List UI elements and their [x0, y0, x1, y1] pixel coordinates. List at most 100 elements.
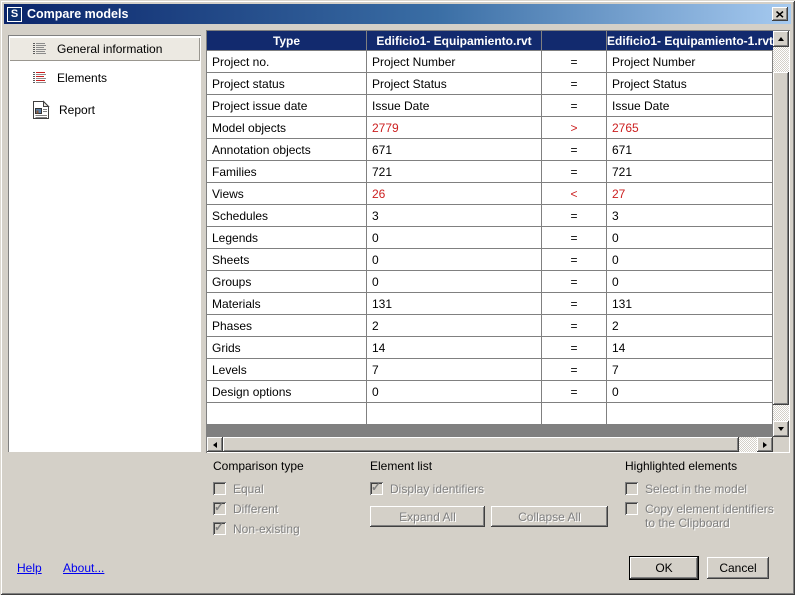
arrow-left-icon — [213, 441, 217, 448]
table-row[interactable]: Materials 131 = 131 — [207, 293, 773, 315]
checkbox-select-in-the-model[interactable]: ✓ — [625, 482, 638, 495]
comparison-type-checkboxes: ✓ Equal ✓ Different ✓ Non-existing — [213, 482, 363, 536]
comparison-type-label: Comparison type — [213, 459, 304, 473]
close-button[interactable] — [772, 7, 788, 21]
checkbox-row: ✓ Non-existing — [213, 520, 363, 536]
table-row[interactable]: Groups 0 = 0 — [207, 271, 773, 293]
table-row[interactable]: Design options 0 = 0 — [207, 381, 773, 403]
list-icon — [32, 41, 48, 57]
comparison-type-group: Comparison type ✓ Equal ✓ Different ✓ Non-exi… — [213, 459, 363, 542]
table-row[interactable] — [207, 403, 773, 425]
cell-comparison: > — [542, 117, 607, 139]
column-header: Edificio1- Equipamiento.rvt — [367, 31, 542, 50]
cell-type: Design options — [207, 381, 367, 403]
cell-comparison — [542, 403, 607, 425]
checkbox-label: Different — [233, 502, 279, 516]
cell-right-value: Project Number — [607, 51, 773, 73]
cell-type: Phases — [207, 315, 367, 337]
cell-type: Levels — [207, 359, 367, 381]
cell-comparison: = — [542, 271, 607, 293]
table-row[interactable]: Views 26 <27 — [207, 183, 773, 205]
table-row[interactable]: Project issue date Issue Date = Issue Date — [207, 95, 773, 117]
scroll-right-button[interactable] — [757, 437, 773, 452]
cell-left-value: Project Number — [367, 51, 542, 73]
about-link[interactable]: About... — [63, 561, 105, 575]
cell-right-value: 0 — [607, 249, 773, 271]
table-row[interactable]: Model objects 2779 >2765 — [207, 117, 773, 139]
table-row[interactable]: Levels 7 = 7 — [207, 359, 773, 381]
cell-left-value: 0 — [367, 381, 542, 403]
scrollbar-corner — [773, 437, 789, 452]
cell-left-value: 3 — [367, 205, 542, 227]
checkbox-label: Non-existing — [233, 522, 300, 536]
sidebar: General information Elements Report — [8, 35, 201, 452]
table-row[interactable]: Sheets 0 = 0 — [207, 249, 773, 271]
cancel-button[interactable]: Cancel — [707, 557, 769, 579]
cell-type: Grids — [207, 337, 367, 359]
checkbox-copy-element-identifiers-to-th[interactable]: ✓ — [625, 502, 638, 515]
report-icon — [32, 100, 50, 120]
cell-left-value: 131 — [367, 293, 542, 315]
cell-type: Schedules — [207, 205, 367, 227]
table-row[interactable]: Project status Project Status = Project Sta… — [207, 73, 773, 95]
cell-comparison: = — [542, 249, 607, 271]
scroll-up-button[interactable] — [773, 31, 789, 47]
cell-type: Annotation objects — [207, 139, 367, 161]
arrow-right-icon — [763, 441, 767, 448]
cell-right-value: Issue Date — [607, 95, 773, 117]
sidebar-item-general-information[interactable]: General information — [9, 37, 200, 61]
vertical-scroll-thumb[interactable] — [773, 72, 789, 405]
cell-comparison: = — [542, 73, 607, 95]
checkbox-non-existing[interactable]: ✓ — [213, 520, 226, 535]
cell-right-value: 0 — [607, 227, 773, 249]
list-red-icon — [32, 70, 48, 86]
cell-left-value — [367, 403, 542, 425]
checkbox-different[interactable]: ✓ — [213, 500, 226, 515]
cell-right-value: 27 — [607, 183, 773, 205]
cell-comparison: = — [542, 359, 607, 381]
list-red-icon — [33, 72, 46, 83]
cell-comparison: = — [542, 95, 607, 117]
checkbox-equal[interactable]: ✓ — [213, 482, 226, 495]
cell-type: Groups — [207, 271, 367, 293]
column-header — [542, 31, 607, 50]
horizontal-scrollbar[interactable] — [207, 437, 773, 452]
sidebar-item-report[interactable]: Report — [8, 94, 201, 126]
table-row[interactable]: Schedules 3 = 3 — [207, 205, 773, 227]
table-row[interactable]: Project no. Project Number = Project Number — [207, 51, 773, 73]
ok-button-frame: OK — [629, 556, 699, 580]
table-row[interactable]: Phases 2 = 2 — [207, 315, 773, 337]
sidebar-item-label: Report — [59, 103, 96, 117]
cell-comparison: = — [542, 315, 607, 337]
table-header-row: Type Edificio1- Equipamiento.rvt Edificio1… — [207, 31, 773, 51]
table-body: Project no. Project Number = Project Number… — [207, 51, 773, 425]
cell-comparison: = — [542, 227, 607, 249]
cell-type: Materials — [207, 293, 367, 315]
cell-left-value: 26 — [367, 183, 542, 205]
cell-comparison: = — [542, 139, 607, 161]
expand-all-button[interactable]: Expand All — [370, 506, 485, 527]
horizontal-scroll-thumb[interactable] — [223, 437, 739, 452]
cell-right-value: 131 — [607, 293, 773, 315]
scroll-left-button[interactable] — [207, 437, 223, 452]
table-row[interactable]: Annotation objects 671 = 671 — [207, 139, 773, 161]
element-list-buttons: Expand All Collapse All — [370, 506, 615, 527]
help-link[interactable]: Help — [17, 561, 42, 575]
table-row[interactable]: Grids 14 = 14 — [207, 337, 773, 359]
cell-type: Sheets — [207, 249, 367, 271]
ok-button[interactable]: OK — [630, 557, 698, 579]
cell-type: Families — [207, 161, 367, 183]
vertical-scrollbar[interactable] — [773, 31, 789, 437]
collapse-all-button[interactable]: Collapse All — [491, 506, 608, 527]
table-row[interactable]: Families 721 = 721 — [207, 161, 773, 183]
sidebar-item-elements[interactable]: Elements — [8, 62, 201, 94]
checkbox-row: ✓ Copy element identifiers to the Clipboa… — [625, 502, 785, 530]
scroll-down-button[interactable] — [773, 421, 789, 437]
checkbox-display-identifiers[interactable]: ✓ — [370, 480, 383, 495]
cell-right-value — [607, 403, 773, 425]
cell-comparison: = — [542, 205, 607, 227]
highlighted-elements-checkboxes: ✓ Select in the model ✓ Copy element identi… — [625, 482, 785, 530]
cell-right-value: 2765 — [607, 117, 773, 139]
table-row[interactable]: Legends 0 = 0 — [207, 227, 773, 249]
cell-comparison: < — [542, 183, 607, 205]
